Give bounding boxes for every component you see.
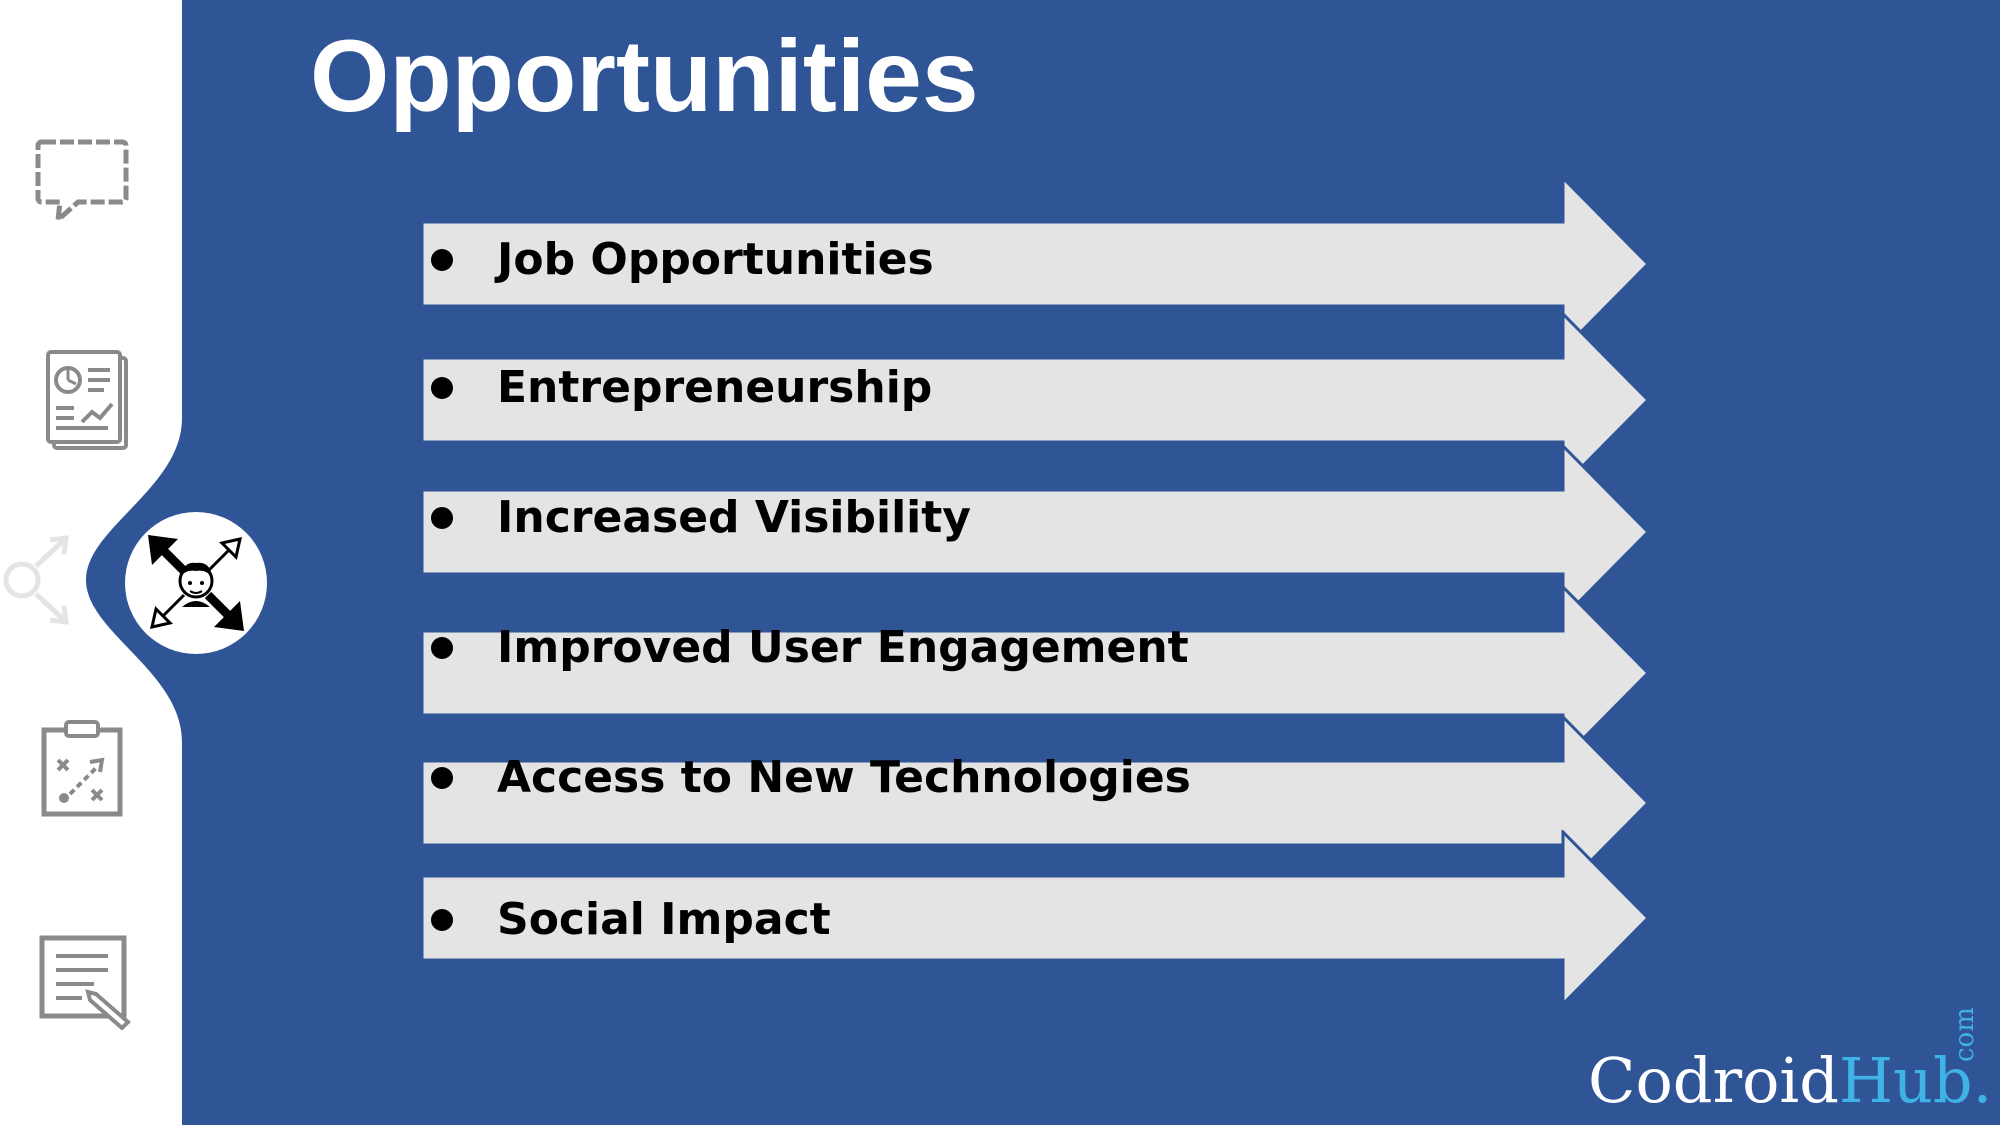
brand-tld: com xyxy=(1950,1007,1980,1062)
strategy-clipboard-icon[interactable] xyxy=(40,718,124,818)
list-item: Social Impact xyxy=(420,830,1652,1006)
list-item: Increased Visibility xyxy=(420,444,1652,620)
arrow-shape xyxy=(420,830,1651,1006)
list-item: Access to New Technologies xyxy=(420,715,1652,891)
growth-arrows-icon-faded xyxy=(0,532,74,628)
arrow-shape xyxy=(420,444,1651,620)
arrow-shape xyxy=(420,312,1651,488)
bullet-dot xyxy=(431,909,453,931)
item-label: Social Impact xyxy=(497,894,831,945)
brand-accent: Hub. xyxy=(1838,1044,1993,1117)
list-item: Improved User Engagement xyxy=(420,585,1652,761)
list-item: Job Opportunities xyxy=(420,176,1652,352)
bullet-dot xyxy=(431,249,453,271)
list-item: Entrepreneurship xyxy=(420,312,1652,488)
growth-arrows-icon[interactable] xyxy=(124,511,268,655)
bullet-dot xyxy=(431,637,453,659)
item-label: Entrepreneurship xyxy=(497,362,933,413)
arrow-shape xyxy=(420,176,1651,352)
brand-logo: CodroidHub. xyxy=(1588,1050,1992,1112)
arrow-shape xyxy=(420,585,1651,761)
slide-title: Opportunities xyxy=(310,19,979,133)
item-label: Increased Visibility xyxy=(497,492,971,543)
edit-document-icon[interactable] xyxy=(38,934,136,1030)
report-icon[interactable] xyxy=(44,350,134,452)
bullet-dot xyxy=(431,507,453,529)
bullet-dot xyxy=(431,377,453,399)
chat-bubble-icon[interactable] xyxy=(34,136,130,228)
item-label: Access to New Technologies xyxy=(497,752,1191,803)
brand-name: Codroid xyxy=(1588,1044,1839,1117)
arrow-shape xyxy=(420,715,1651,891)
item-label: Job Opportunities xyxy=(497,234,934,285)
item-label: Improved User Engagement xyxy=(497,622,1189,673)
bullet-dot xyxy=(431,767,453,789)
